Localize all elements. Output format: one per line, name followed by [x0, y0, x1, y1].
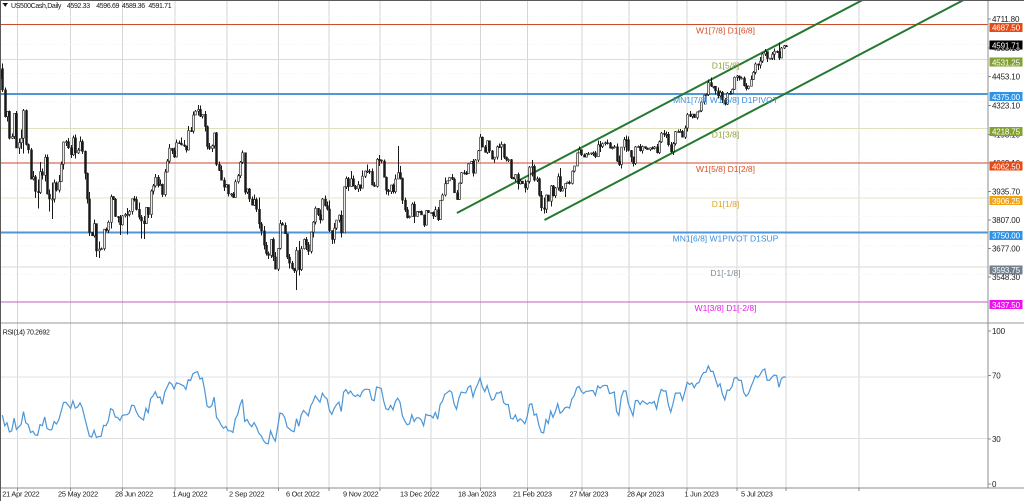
svg-text:1 Jun 2023: 1 Jun 2023 — [685, 489, 719, 498]
svg-text:21 Feb 2023: 21 Feb 2023 — [513, 489, 552, 498]
svg-text:RSI(14) 70.2692: RSI(14) 70.2692 — [3, 330, 50, 337]
svg-text:2 Sep 2022: 2 Sep 2022 — [229, 489, 264, 498]
svg-text:4596.69: 4596.69 — [96, 3, 119, 10]
svg-text:28 Apr 2023: 28 Apr 2023 — [627, 489, 664, 498]
svg-text:13 Dec 2022: 13 Dec 2022 — [400, 489, 439, 498]
svg-text:3935.70: 3935.70 — [992, 187, 1021, 196]
svg-text:D1[-1/8]: D1[-1/8] — [710, 268, 740, 278]
svg-text:W1[3/8] D1[-2/8]: W1[3/8] D1[-2/8] — [695, 303, 757, 313]
svg-text:28 Jun 2022: 28 Jun 2022 — [115, 489, 153, 498]
svg-text:21 Apr 2022: 21 Apr 2022 — [2, 489, 39, 498]
svg-text:D1[1/8]: D1[1/8] — [712, 199, 739, 209]
svg-text:0: 0 — [992, 480, 997, 489]
svg-text:9 Nov 2022: 9 Nov 2022 — [343, 489, 378, 498]
svg-text:100: 100 — [992, 327, 1006, 336]
svg-text:3548.30: 3548.30 — [992, 273, 1021, 282]
svg-text:D1[5/8]: D1[5/8] — [712, 60, 739, 70]
svg-text:70: 70 — [992, 372, 1001, 381]
svg-text:4591.71: 4591.71 — [992, 42, 1021, 51]
svg-text:1 Aug 2022: 1 Aug 2022 — [173, 489, 208, 498]
svg-text:3750.00: 3750.00 — [992, 232, 1021, 241]
svg-text:W1[7/8] D1[6/8]: W1[7/8] D1[6/8] — [696, 26, 755, 36]
svg-text:4453.10: 4453.10 — [992, 73, 1021, 82]
svg-text:3807.00: 3807.00 — [992, 216, 1021, 225]
svg-text:25 May 2022: 25 May 2022 — [58, 489, 98, 498]
svg-text:4591.71: 4591.71 — [148, 3, 171, 10]
svg-text:3593.75: 3593.75 — [992, 266, 1021, 275]
svg-text:30: 30 — [992, 435, 1001, 444]
svg-text:4592.33: 4592.33 — [67, 3, 90, 10]
svg-text:5 Jul 2023: 5 Jul 2023 — [741, 489, 773, 498]
svg-text:3437.50: 3437.50 — [992, 301, 1021, 310]
svg-text:4687.50: 4687.50 — [992, 24, 1021, 33]
svg-text:MN1[6/8] W1PIVOT D1SUP: MN1[6/8] W1PIVOT D1SUP — [673, 234, 779, 244]
svg-text:4218.75: 4218.75 — [992, 128, 1021, 137]
svg-text:6 Oct 2022: 6 Oct 2022 — [286, 489, 320, 498]
svg-text:4531.25: 4531.25 — [992, 58, 1021, 67]
svg-text:MN1[7/8] W1[6/8] D1PIVOT: MN1[7/8] W1[6/8] D1PIVOT — [673, 95, 778, 105]
svg-text:4323.10: 4323.10 — [992, 101, 1021, 110]
svg-text:4375.00: 4375.00 — [992, 93, 1021, 102]
svg-text:18 Jan 2023: 18 Jan 2023 — [458, 489, 496, 498]
svg-text:4589.36: 4589.36 — [122, 3, 145, 10]
svg-text:US500Cash,Daily: US500Cash,Daily — [11, 3, 62, 10]
svg-text:W1[5/8] D1[2/8]: W1[5/8] D1[2/8] — [696, 164, 755, 174]
svg-text:4062.50: 4062.50 — [992, 162, 1021, 171]
svg-text:3906.25: 3906.25 — [992, 197, 1021, 206]
svg-text:3677.00: 3677.00 — [992, 245, 1021, 254]
svg-text:D1[3/8]: D1[3/8] — [712, 130, 739, 140]
svg-text:4711.80: 4711.80 — [992, 15, 1020, 24]
svg-text:27 Mar 2023: 27 Mar 2023 — [570, 489, 609, 498]
